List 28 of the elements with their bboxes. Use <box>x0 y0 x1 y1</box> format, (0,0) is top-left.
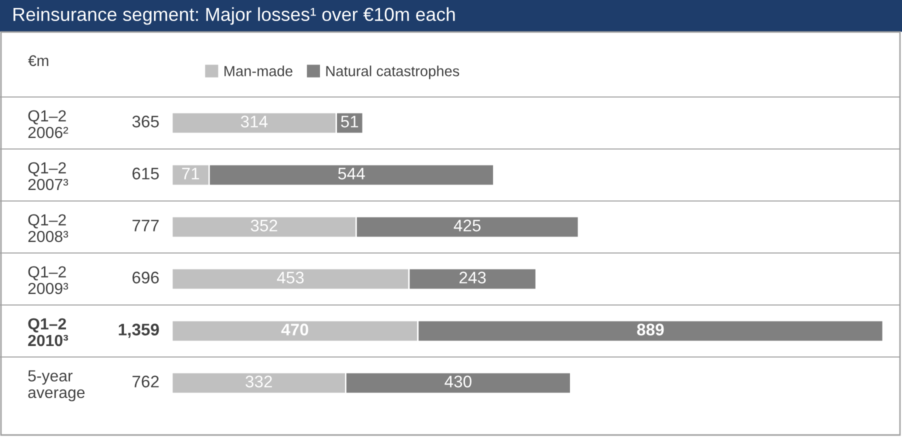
y-tick-label: Q1–2 2008³ <box>28 214 68 242</box>
data-label: 51 <box>341 116 358 128</box>
data-label: 425 <box>454 220 481 232</box>
y-tick-label: Q1–2 2010³ <box>28 318 68 346</box>
total-label: 615 <box>132 168 159 180</box>
data-label: 889 <box>637 324 664 336</box>
y-axis-title: €m <box>28 55 48 66</box>
chart-title: Reinsurance segment: Major losses¹ over €10m each <box>14 7 455 25</box>
data-label: 430 <box>444 376 472 388</box>
y-tick-label: Q1–2 2006² <box>28 110 68 138</box>
y-tick-label: Q1–2 2007³ <box>28 162 68 190</box>
data-label: 453 <box>276 272 304 284</box>
data-label: 243 <box>460 272 486 284</box>
legend-label: Natural catastrophes <box>326 66 460 80</box>
total-label: 777 <box>132 220 159 232</box>
total-label: 365 <box>132 116 159 128</box>
data-label: 314 <box>240 116 268 128</box>
total-label: 1,359 <box>118 324 159 338</box>
total-label: 762 <box>132 376 159 388</box>
legend-label: Man-made <box>224 66 292 76</box>
data-label: 71 <box>182 168 200 180</box>
data-label: 470 <box>281 324 308 336</box>
data-label: 332 <box>246 376 272 388</box>
y-tick-label: 5-year average <box>28 370 85 402</box>
total-label: 696 <box>132 272 159 284</box>
data-label: 544 <box>338 168 365 180</box>
y-tick-label: Q1–2 2009³ <box>28 266 68 294</box>
data-label: 352 <box>250 220 278 232</box>
